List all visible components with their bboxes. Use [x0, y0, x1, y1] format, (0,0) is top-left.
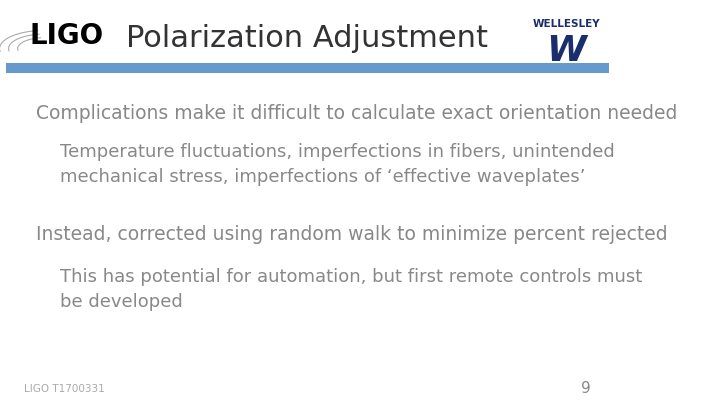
Text: Temperature fluctuations, imperfections in fibers, unintended
mechanical stress,: Temperature fluctuations, imperfections … [60, 143, 615, 185]
Text: LIGO T1700331: LIGO T1700331 [24, 384, 104, 394]
Text: Polarization Adjustment: Polarization Adjustment [126, 24, 488, 53]
Text: 9: 9 [581, 381, 590, 396]
Text: WELLESLEY: WELLESLEY [533, 19, 600, 29]
Text: This has potential for automation, but first remote controls must
be developed: This has potential for automation, but f… [60, 268, 642, 311]
FancyBboxPatch shape [6, 63, 608, 73]
Text: W: W [546, 34, 587, 68]
Text: LIGO: LIGO [30, 22, 104, 51]
Text: Complications make it difficult to calculate exact orientation needed: Complications make it difficult to calcu… [36, 104, 677, 123]
Text: Instead, corrected using random walk to minimize percent rejected: Instead, corrected using random walk to … [36, 226, 667, 244]
